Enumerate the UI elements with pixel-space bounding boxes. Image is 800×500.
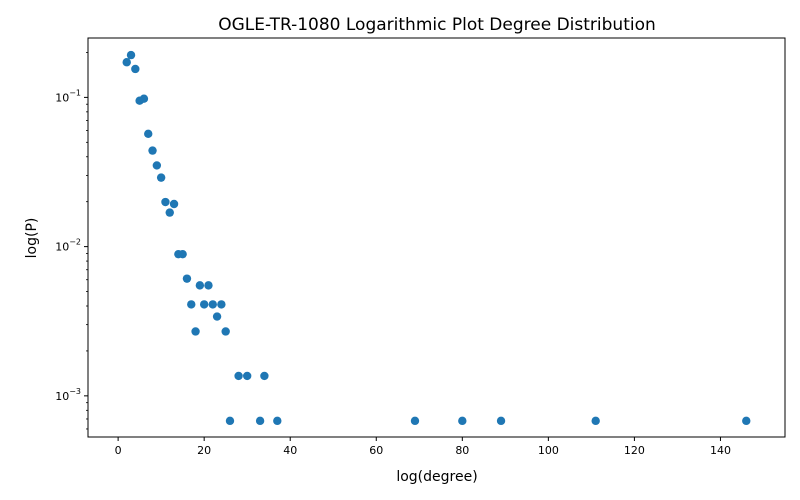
data-point [221, 327, 230, 336]
data-point [255, 416, 265, 426]
data-point [165, 208, 174, 217]
y-tick-label: 10−1 [55, 88, 81, 104]
y-tick-label: 10−3 [55, 387, 81, 403]
x-tick-label: 0 [115, 444, 122, 457]
y-tick-label-base: 10 [55, 390, 69, 403]
data-point [144, 129, 153, 139]
data-point [169, 199, 179, 209]
data-point [742, 416, 751, 426]
data-point [208, 300, 217, 309]
data-point [242, 371, 252, 381]
data-point [131, 64, 140, 74]
data-point [182, 274, 192, 283]
y-tick-label-exponent: −2 [69, 238, 81, 247]
data-point [152, 161, 162, 170]
data-point [126, 50, 136, 60]
data-point [410, 416, 420, 426]
x-tick-label: 60 [369, 444, 383, 457]
data-point [217, 300, 226, 309]
data-point [148, 146, 157, 155]
data-point [273, 416, 282, 426]
y-axis: 10−310−210−1 [55, 52, 88, 430]
data-point [139, 94, 149, 103]
y-axis-title: log(P) [24, 218, 40, 259]
data-point [591, 416, 600, 426]
x-axis: 0 20 40 60 80 100 120 140 [115, 437, 731, 457]
x-tick-label: 140 [710, 444, 731, 457]
data-point [234, 371, 243, 381]
data-point [156, 173, 166, 182]
y-tick-label-exponent: −3 [69, 387, 81, 396]
data-point [122, 58, 131, 67]
x-tick-label: 100 [538, 444, 559, 457]
data-point [191, 327, 200, 336]
data-point [212, 312, 222, 321]
x-tick-label: 40 [283, 444, 297, 457]
data-point [225, 416, 235, 426]
data-point [187, 300, 196, 309]
y-tick-label-exponent: −1 [69, 88, 81, 97]
data-points [122, 50, 751, 426]
y-tick-label-base: 10 [55, 241, 69, 254]
x-tick-label: 20 [197, 444, 211, 457]
data-point [195, 281, 205, 290]
data-point [178, 249, 187, 259]
y-tick-label-base: 10 [55, 91, 69, 104]
x-tick-label: 80 [455, 444, 469, 457]
data-point [204, 281, 213, 290]
y-tick-label: 10−2 [55, 238, 81, 254]
x-axis-title: log(degree) [396, 469, 477, 485]
x-tick-label: 120 [624, 444, 645, 457]
data-point [458, 416, 467, 426]
data-point [161, 197, 170, 207]
chart-title: OGLE-TR-1080 Logarithmic Plot Degree Dis… [218, 15, 656, 35]
data-point [496, 416, 506, 426]
data-point [199, 300, 209, 309]
data-point [260, 371, 269, 381]
plot-area-frame [87, 37, 786, 438]
